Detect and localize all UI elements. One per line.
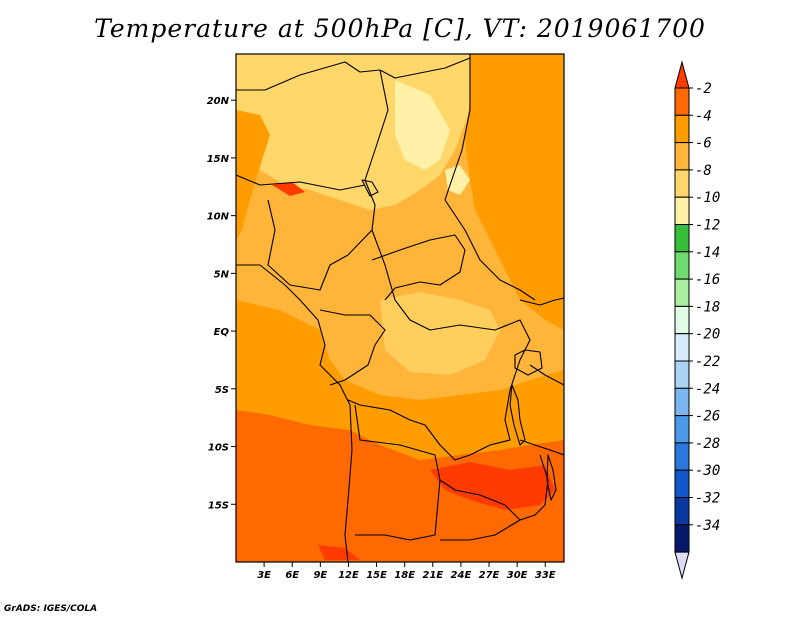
colorbar-box xyxy=(674,469,690,499)
lon-tick-label: 12E xyxy=(338,570,359,581)
colorbar-level-label: -12 xyxy=(695,218,720,234)
colorbar-top-arrow xyxy=(674,60,690,89)
lon-tick-label: 24E xyxy=(451,570,472,581)
band-minus10-12-patch2 xyxy=(445,165,470,195)
colorbar-box xyxy=(674,196,690,225)
colorbar-box xyxy=(674,360,690,389)
border-zambia-zimbabwe xyxy=(439,479,521,541)
border-namibia xyxy=(344,534,349,562)
border-sudan-ssudan xyxy=(444,199,536,301)
colorbar-box xyxy=(674,387,690,417)
lat-tick-label: 10S xyxy=(208,443,229,454)
colorbar-box xyxy=(674,251,690,280)
lat-tick-label: 5N xyxy=(214,269,230,280)
colorbar-level-label: -32 xyxy=(695,491,720,507)
latitude-axis: 20N 15N 10N 5N EQ 5S 10S 15S xyxy=(207,96,236,511)
colorbar-box xyxy=(674,415,690,444)
lake-chad xyxy=(361,179,379,197)
colorbar-level-label: -26 xyxy=(695,409,720,425)
band-minus2-hotspot-bottom xyxy=(318,545,360,560)
colorbar-level-label: -24 xyxy=(695,381,720,397)
colorbar: -2 -4 -6 -8 -10 -12 -14 -16 -18 -20 -22 -24 -26 -28 -3… xyxy=(674,60,720,581)
border-uganda-kenya-tanzania xyxy=(519,297,564,306)
lake-victoria xyxy=(514,349,543,376)
map-frame xyxy=(235,53,565,563)
colorbar-box xyxy=(674,87,690,116)
lat-tick-label: EQ xyxy=(214,327,230,338)
lon-tick-label: 33E xyxy=(535,570,556,581)
band-minus2-hotspot-small xyxy=(272,182,305,196)
colorbar-level-label: -6 xyxy=(695,136,712,152)
colorbar-level-label: -2 xyxy=(695,81,712,97)
border-niger-nigeria xyxy=(236,174,366,191)
grads-credit: GrADS: IGES/COLA xyxy=(4,604,98,614)
lon-tick-label: 3E xyxy=(257,570,271,581)
colorbar-box xyxy=(674,114,690,144)
lon-tick-label: 21E xyxy=(422,570,443,581)
colorbar-level-label: -20 xyxy=(695,327,720,343)
colorbar-box xyxy=(674,333,690,362)
colorbar-box xyxy=(674,142,690,171)
colorbar-level-label: -30 xyxy=(695,463,720,479)
temperature-field xyxy=(236,54,564,562)
colorbar-box xyxy=(674,497,690,526)
colorbar-level-label: -22 xyxy=(695,354,720,370)
lon-tick-label: 15E xyxy=(366,570,387,581)
colorbar-level-label: -4 xyxy=(695,108,712,124)
colorbar-level-label: -18 xyxy=(695,299,720,315)
border-north-libya-niger xyxy=(236,57,471,91)
lake-tanganyika xyxy=(509,384,526,446)
lon-tick-label: 18E xyxy=(394,570,415,581)
colorbar-box xyxy=(674,524,690,553)
lon-tick-label: 27E xyxy=(479,570,500,581)
border-chad-sudan xyxy=(364,69,396,301)
border-tanzania-mozambique xyxy=(519,439,564,456)
colorbar-level-label: -14 xyxy=(695,245,720,261)
colorbar-level-label: -34 xyxy=(695,518,720,534)
band-minus2-hotspot xyxy=(430,462,555,510)
lon-tick-label: 30E xyxy=(507,570,528,581)
lon-tick-label: 9E xyxy=(313,570,327,581)
border-egypt-sudan xyxy=(444,54,471,201)
colorbar-level-label: -28 xyxy=(695,436,720,452)
band-minus8-10-central xyxy=(380,292,500,375)
border-congo-gabon xyxy=(319,309,386,386)
longitude-axis: 3E 6E 9E 12E 15E 18E 21E 24E 27E 30E 33E xyxy=(257,562,556,581)
colorbar-bottom-arrow xyxy=(674,551,690,581)
colorbar-box xyxy=(674,224,690,253)
colorbar-level-label: -10 xyxy=(695,190,720,206)
colorbar-box xyxy=(674,305,690,335)
lat-tick-label: 15N xyxy=(207,154,230,165)
border-drc xyxy=(347,299,531,461)
band-minus2-4-south xyxy=(236,410,564,562)
band-minus10-12-patch xyxy=(395,80,450,170)
lat-tick-label: 5S xyxy=(215,385,229,396)
lat-tick-label: 15S xyxy=(208,500,229,511)
lat-tick-label: 20N xyxy=(207,96,230,107)
border-car xyxy=(371,234,466,301)
lake-malawi xyxy=(546,454,557,501)
map-title: Temperature at 500hPa [C], VT: 201906170… xyxy=(94,14,706,43)
border-kenya-tanzania xyxy=(529,364,564,386)
country-borders xyxy=(236,54,564,562)
colorbar-box xyxy=(674,169,690,198)
colorbar-level-label: -8 xyxy=(695,163,712,179)
colorbar-box xyxy=(674,278,690,307)
colorbar-box xyxy=(674,442,690,471)
border-nigeria-cameroon xyxy=(267,199,373,291)
lon-tick-label: 6E xyxy=(285,570,299,581)
border-mozambique-malawi xyxy=(519,454,549,521)
band-minus4-6-east xyxy=(465,54,564,330)
colorbar-level-label: -16 xyxy=(695,272,720,288)
coastline-west xyxy=(236,264,353,536)
lat-tick-label: 10N xyxy=(207,212,230,223)
band-minus4-6-west xyxy=(236,110,270,240)
